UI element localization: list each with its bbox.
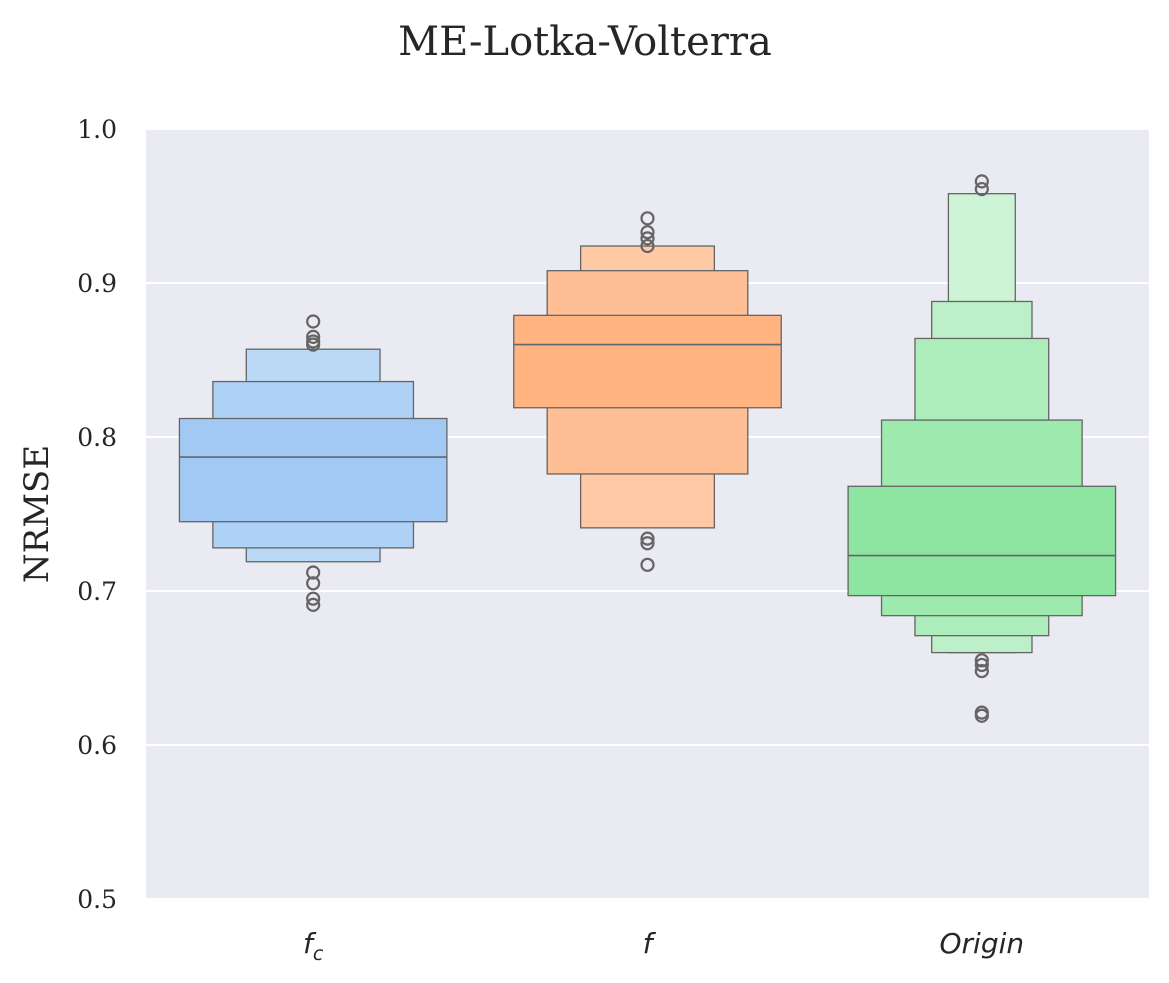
outlier-point xyxy=(306,337,321,352)
x-tick-label: fc xyxy=(303,927,324,965)
series-f xyxy=(513,211,782,572)
y-tick-label: 0.7 xyxy=(77,577,117,606)
outlier-point xyxy=(306,597,321,612)
outlier-point xyxy=(640,536,655,551)
x-tick-base: f xyxy=(643,927,657,960)
y-tick-label: 1.0 xyxy=(77,115,117,144)
outlier-point xyxy=(640,238,655,254)
outlier-point xyxy=(306,576,321,591)
outlier-point xyxy=(974,174,989,189)
outlier-point xyxy=(640,231,655,246)
outlier-point xyxy=(306,591,321,606)
boxen-level-0 xyxy=(513,314,782,409)
outlier-point xyxy=(640,531,655,546)
series-f-c xyxy=(178,314,448,612)
y-axis-label: NRMSE xyxy=(17,445,57,583)
y-tick-label: 0.8 xyxy=(77,423,117,452)
outlier-point xyxy=(974,653,989,668)
x-tick-base: Origin xyxy=(940,927,1025,960)
outlier-point xyxy=(640,225,655,240)
series-origin xyxy=(847,174,1117,723)
x-tick-label: f xyxy=(643,927,657,960)
y-tick-label: 0.5 xyxy=(77,885,117,914)
outlier-point xyxy=(974,657,989,673)
y-tick-label: 0.6 xyxy=(77,731,117,760)
y-tick-label: 0.9 xyxy=(77,269,117,298)
outlier-point xyxy=(306,314,321,329)
x-tick-label: Origin xyxy=(940,927,1025,960)
outlier-point xyxy=(306,565,321,580)
y-axis-ticks: 0.5 0.6 0.7 0.8 0.9 1.0 xyxy=(77,115,117,914)
outlier-point xyxy=(974,708,989,723)
boxen-level-0 xyxy=(847,485,1117,597)
outlier-point xyxy=(640,557,655,572)
x-axis-ticks: fc f Origin xyxy=(303,927,1024,965)
boxen-level-0 xyxy=(178,417,448,523)
boxen-series xyxy=(178,174,1117,723)
chart-title: ME-Lotka-Volterra xyxy=(398,19,772,65)
outlier-point xyxy=(974,181,989,197)
x-tick-subscript: c xyxy=(313,943,324,965)
outlier-point xyxy=(640,211,655,226)
outlier-point xyxy=(974,663,989,679)
outlier-point xyxy=(306,329,321,344)
